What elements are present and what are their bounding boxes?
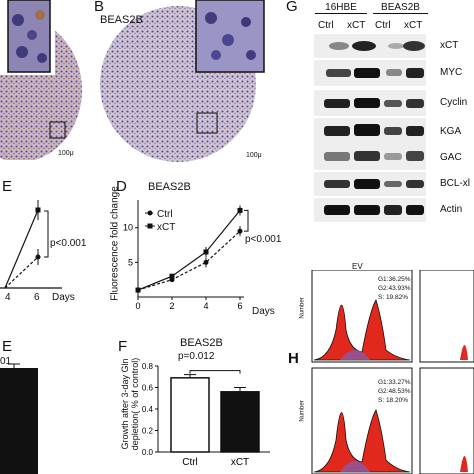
blot-cyclin [314,90,426,117]
panel-b-ihc-image: BEAS2B 100μ [96,0,266,165]
e-fragment: 01 [0,356,12,367]
blot-label-kga: KGA [440,126,462,137]
c-pvalue: p<0.001 [50,238,87,249]
f-category-label: Ctrl [182,457,198,468]
f-y-tick-label: 0.0 [142,448,154,457]
h-stats-bottom: G1:33.27% G2:48.53% S: 18.20% [378,379,411,404]
panel-letter-h: H [288,350,299,367]
d-point-ctrl [203,259,209,265]
panel-letter-b: B [94,0,105,15]
blot-xct [314,34,426,59]
d-legend-ctrl-label: Ctrl [157,209,173,220]
panel-d-line-chart: 0 2 4 6 5 10 [123,200,249,311]
panel-h-flow-histograms [311,270,474,474]
f-y-tick-label: 0.2 [142,427,154,436]
f-bar-ctrl [170,377,210,453]
e-bar [0,368,38,474]
blot-kga-gac [314,118,426,171]
d-point-xct [135,287,141,293]
c-tick-6: 6 [34,292,40,303]
panel-e-partial-bar [0,363,38,474]
panel-f-bar-chart: 0.0 0.2 0.4 0.6 0.8 Ctrl xCT [142,362,270,468]
lane-label-2: xCT [347,20,366,31]
scale-bar-a: 100μ [58,150,74,157]
blot-label-bclxl: BCL-xl [440,178,471,189]
lane-label-3: Ctrl [375,20,391,31]
blot-label-xct: xCT [440,40,459,51]
h-title: EV [352,262,363,271]
d-significance-bracket [244,209,249,232]
d-x-tick-label: 4 [203,301,208,311]
d-point-xct [237,207,243,213]
f-bar-xct [220,391,260,453]
f-y-tick-label: 0.6 [142,384,154,393]
h-axis-label-bottom: Number [299,400,306,422]
f-y-tick-label: 0.4 [142,405,154,414]
d-y-tick-label: 5 [128,257,133,267]
d-x-tick-label: 0 [135,301,140,311]
d-x-tick-label: 6 [237,301,242,311]
f-title: BEAS2B [180,337,223,349]
f-significance-bracket [189,370,241,374]
d-point-ctrl [237,228,243,234]
blot-label-myc: MYC [440,67,463,78]
d-series-line-xct [137,210,241,291]
f-ylabel: Growth after 3-day Gln depletion( % of c… [120,357,140,451]
d-series-line-ctrl [137,230,241,291]
d-point-xct [203,249,209,255]
scale-bar-b: 100μ [246,152,262,159]
blot-myc [314,60,426,87]
f-category-label: xCT [231,457,249,468]
panel-a-ihc-image: 100μ [0,0,82,160]
f-y-tick-label: 0.8 [142,362,154,371]
panel-letter-f: F [118,338,128,355]
group-label-16hbe: 16HBE [315,2,367,14]
d-pvalue: p<0.001 [245,234,282,245]
blot-label-actin: Actin [440,204,463,215]
c-xlabel: Days [52,292,75,303]
d-xlabel: Days [252,306,275,317]
d-legend-xct-marker [147,223,153,229]
panel-letter-d: D [116,178,127,195]
panel-letter-e: E [2,338,13,355]
h-axis-label-top: Number [299,297,306,319]
d-title: BEAS2B [148,181,191,193]
d-legend-xct-label: xCT [157,222,176,233]
d-y-tick-label: 10 [123,223,133,233]
panel-b-title: BEAS2B [100,14,143,26]
lane-label-4: xCT [404,20,423,31]
panel-letter-c: E [2,178,13,195]
blot-bclxl [314,172,426,197]
h-stats-top: G1:36.25% G2:43.93% S: 19.82% [378,276,411,301]
blot-actin [314,198,426,223]
blot-label-cyclin: Cyclin [440,97,468,108]
f-pvalue: p=0.012 [178,351,215,362]
panel-c-partial-chart [0,200,62,289]
ihc-tissue-b [100,0,265,162]
d-point-xct [169,273,175,279]
lane-label-1: Ctrl [318,20,334,31]
d-x-tick-label: 2 [169,301,174,311]
group-label-beas2b: BEAS2B [373,2,428,14]
c-tick-4: 4 [5,292,11,303]
panel-letter-g: G [286,0,298,15]
d-legend-ctrl-marker [147,210,153,216]
blot-label-gac: GAC [440,152,462,163]
ihc-tissue-a [0,0,82,160]
